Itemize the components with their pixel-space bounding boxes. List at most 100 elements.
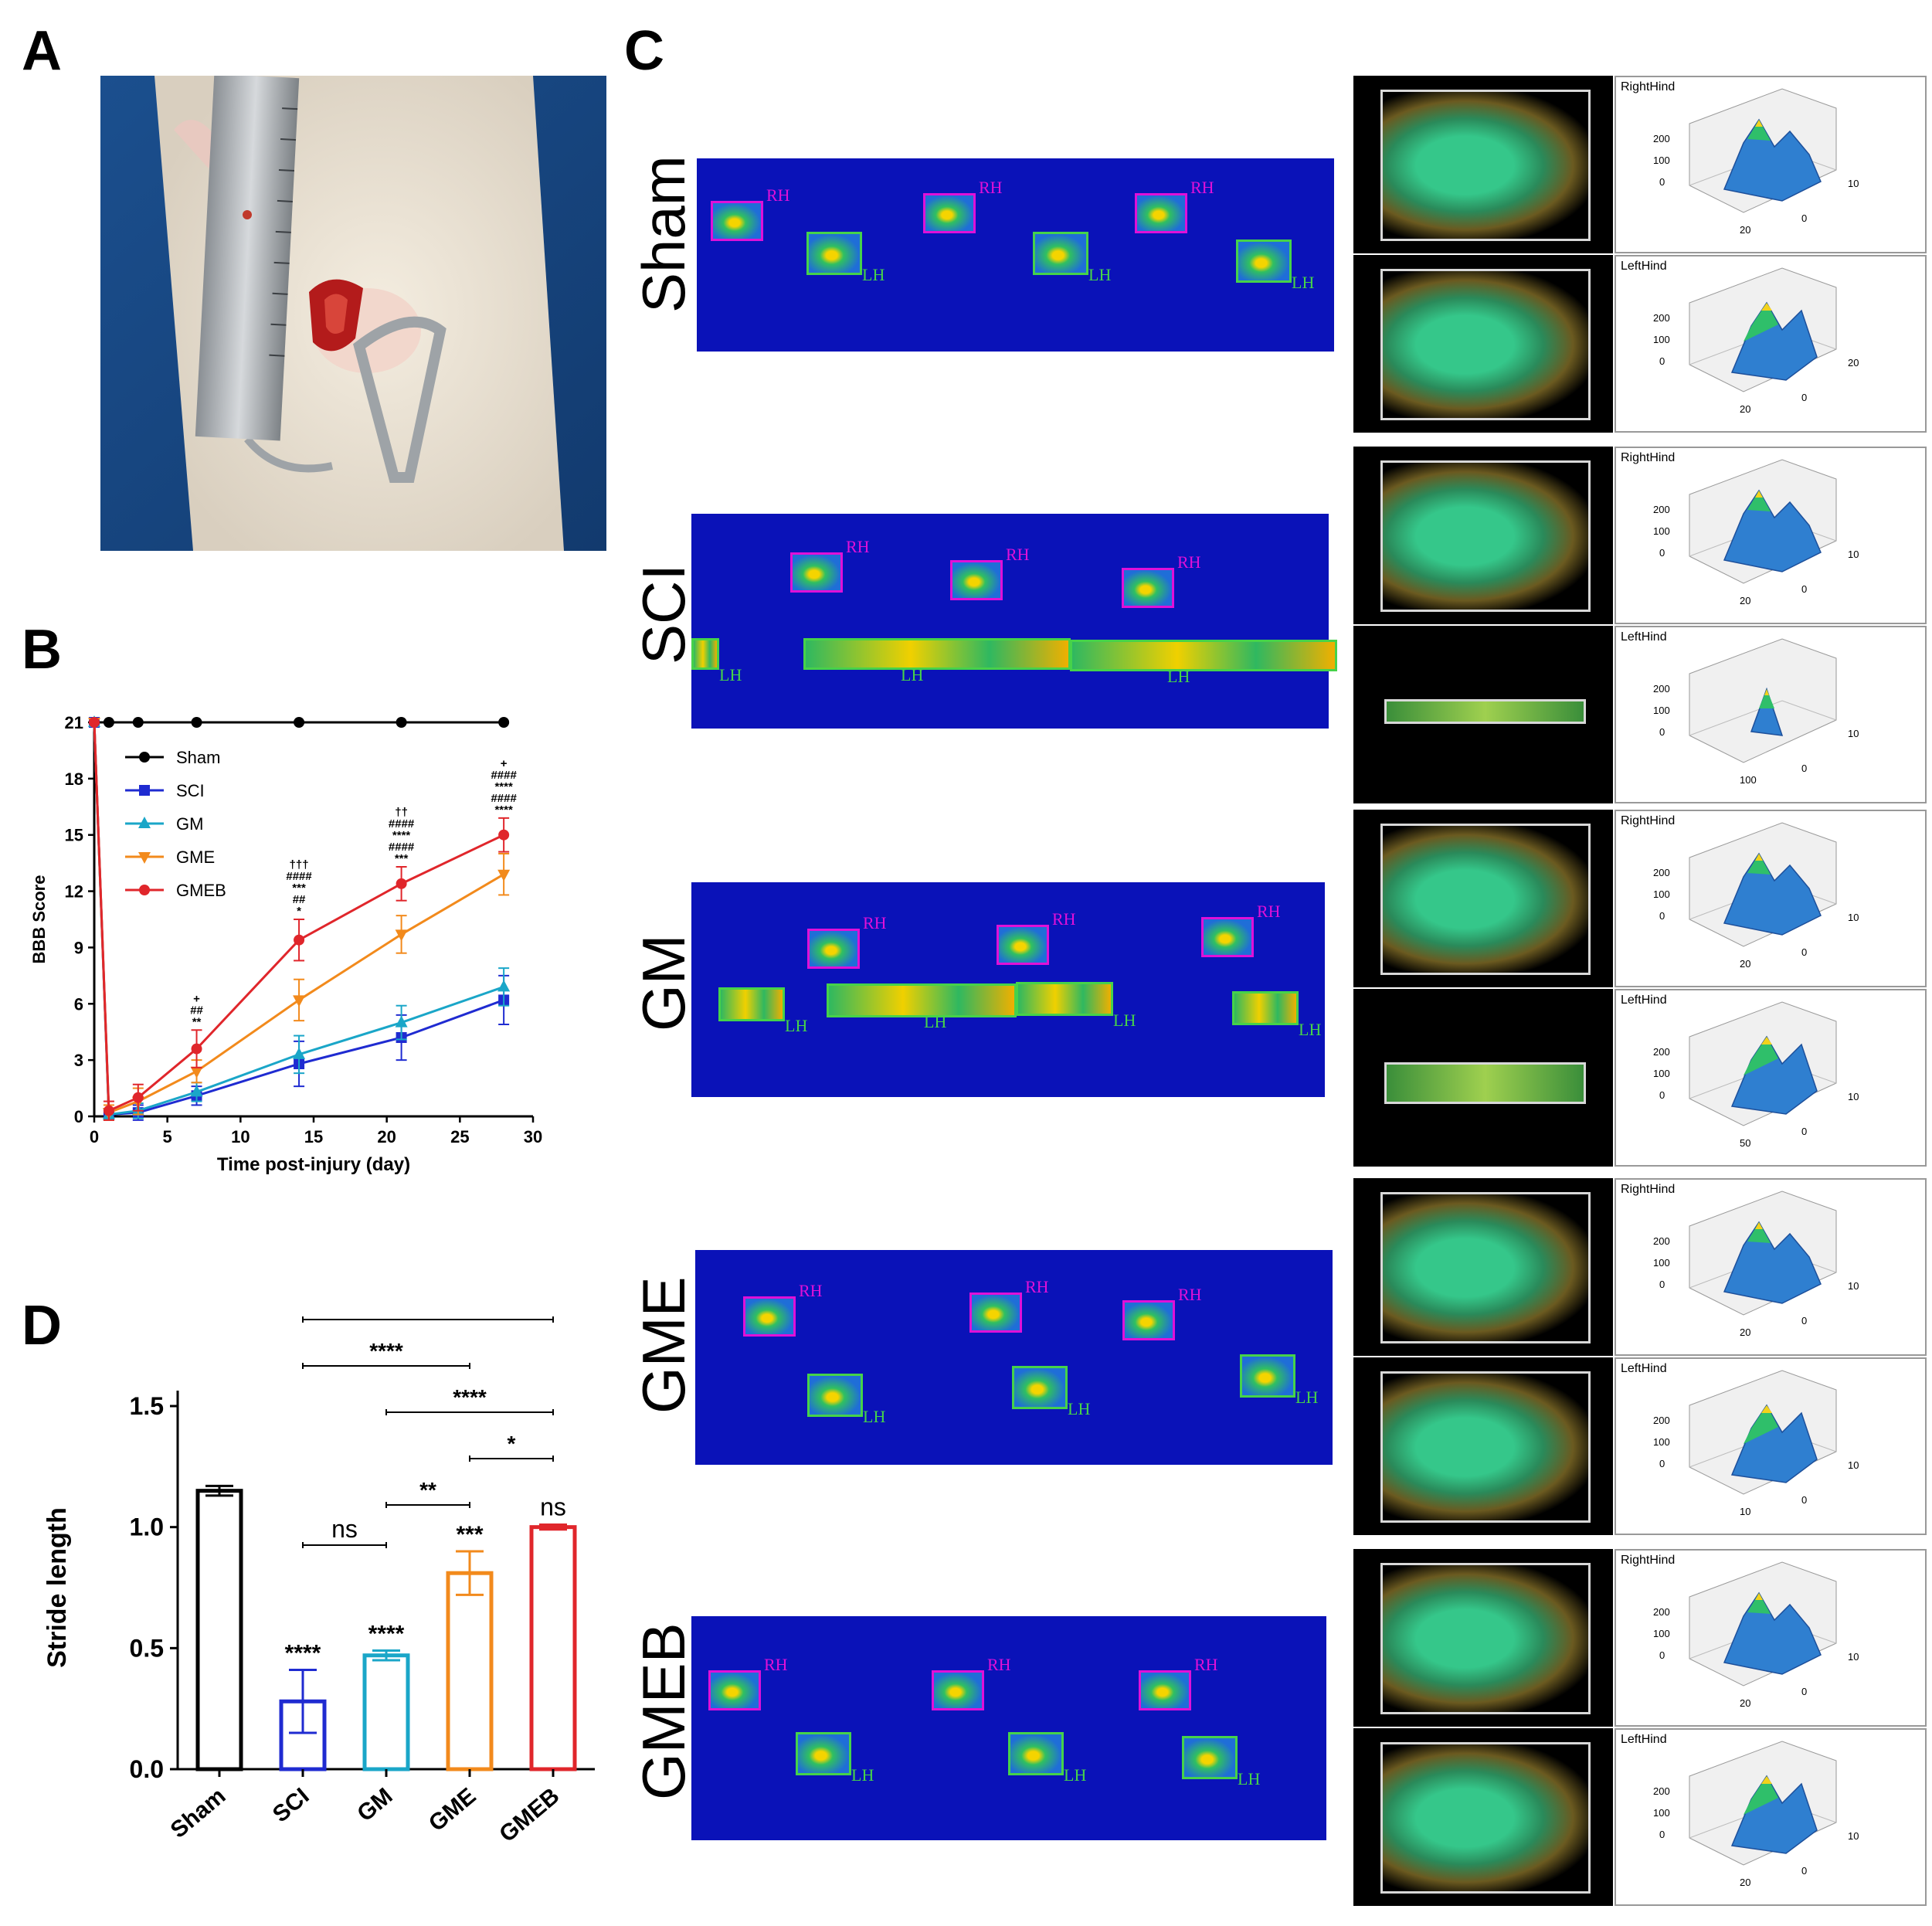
footprint-strip-gm: RH RH RH LH LH LH LH xyxy=(691,882,1325,1097)
right-hind-label: RightHind xyxy=(1621,451,1676,464)
series-sham xyxy=(89,717,510,728)
surface-plot-drawing xyxy=(1689,1741,1837,1866)
lh-footprint-box xyxy=(1182,1736,1238,1779)
lh-footprint-box xyxy=(1008,1732,1064,1775)
surface-peaks xyxy=(1723,118,1822,202)
paw-roi-box xyxy=(1380,90,1591,241)
rh-label: RH xyxy=(979,178,1003,197)
rh-label: RH xyxy=(1052,909,1076,929)
bbb-score-chart: 0 3 6 9 12 15 18 21 0 5 10 15 20 25 30 Time post-injury… xyxy=(29,713,542,1175)
data-point-gmeb xyxy=(89,717,100,728)
surface-peak-top xyxy=(1764,689,1769,695)
rh-footprint-box xyxy=(708,1670,761,1710)
surface-peak-mid xyxy=(1747,854,1771,875)
lh-label: LH xyxy=(1292,273,1315,292)
surface-peak-mid xyxy=(1744,1776,1778,1815)
rh-label: RH xyxy=(1025,1277,1049,1296)
z-tick-label: 0 xyxy=(1659,1279,1665,1290)
left-hind-label: LeftHind xyxy=(1621,1733,1667,1746)
lh-footprint-box xyxy=(691,637,719,670)
surface-peak-mid xyxy=(1747,120,1771,141)
axis-tick-label: 10 xyxy=(1848,1280,1859,1292)
z-tick-label: 0 xyxy=(1659,910,1665,922)
data-point-gm xyxy=(395,1015,408,1028)
y-tick-label: 0.5 xyxy=(130,1634,164,1662)
x-tick-label: GMEB xyxy=(494,1783,564,1847)
paw-roi-box xyxy=(1384,1062,1586,1104)
data-point-sham xyxy=(191,717,202,728)
axis-tick-label: 50 xyxy=(1740,1137,1751,1149)
panel-label-c: C xyxy=(624,20,664,82)
z-tick-label: 100 xyxy=(1653,1628,1670,1639)
lh-label: LH xyxy=(1238,1769,1261,1788)
significance-mark: ## xyxy=(190,1004,203,1017)
group-label-sci: SCI xyxy=(630,563,698,664)
y-tick-label: 6 xyxy=(74,994,83,1014)
surface-peak-top xyxy=(1761,303,1772,311)
significance-mark: *** xyxy=(292,881,306,895)
axis-tick-label: 20 xyxy=(1740,595,1751,606)
lh-footprint-box xyxy=(1232,991,1299,1025)
data-point-gm xyxy=(497,980,511,992)
pressure-surface-gmeb-right-hind: RightHind 200 100 0 20 10 0 xyxy=(1615,1549,1927,1727)
surface-peak-top xyxy=(1755,491,1763,498)
surface-peaks xyxy=(1730,1404,1818,1483)
lh-label: LH xyxy=(851,1765,874,1785)
pressure-surface-sham-left-hind: LeftHind 200 100 0 20 20 0 xyxy=(1615,255,1927,433)
surface-peaks xyxy=(1730,301,1818,381)
y-tick-label: 1.0 xyxy=(130,1513,164,1541)
axis-tick-label: 0 xyxy=(1801,763,1808,774)
y-tick-label: 0 xyxy=(74,1107,83,1126)
y-axis-label: Stride length xyxy=(42,1507,72,1668)
legend-label-sham: Sham xyxy=(176,748,220,767)
surface-plot-drawing xyxy=(1689,459,1837,584)
data-point-sham xyxy=(396,717,407,728)
bar-significance: **** xyxy=(285,1641,321,1666)
rh-footprint-box xyxy=(807,929,860,969)
group-label-gme: GME xyxy=(630,1276,698,1414)
data-point-gme xyxy=(395,929,408,942)
data-point-gm xyxy=(293,1047,306,1059)
z-tick-label: 0 xyxy=(1659,1649,1665,1661)
x-axis-label: Time post-injury (day) xyxy=(217,1154,410,1175)
lh-label: LH xyxy=(862,265,885,284)
surface-peak-mid xyxy=(1747,1222,1771,1243)
z-tick-label: 200 xyxy=(1653,1415,1670,1426)
surface-plot-drawing xyxy=(1689,1370,1837,1495)
surgical-photo-drawing xyxy=(100,73,606,551)
axis-tick-label: 20 xyxy=(1740,224,1751,236)
group-label-sham: Sham xyxy=(630,155,698,313)
significance-mark: **** xyxy=(494,780,513,793)
lh-footprint-box xyxy=(1070,639,1337,671)
legend-marker-gmeb xyxy=(139,885,150,895)
y-tick-label: 0.0 xyxy=(130,1755,164,1783)
bar-sham xyxy=(195,1489,243,1771)
z-tick-label: 200 xyxy=(1653,1235,1670,1247)
lh-footprint-box xyxy=(827,983,1017,1017)
significance-mark: * xyxy=(297,905,301,918)
z-tick-label: 200 xyxy=(1653,1785,1670,1797)
surface-peak-mid xyxy=(1744,303,1778,341)
paw-zoom-gm-right-hind xyxy=(1353,810,1613,987)
rh-footprint-box xyxy=(1122,1300,1175,1340)
surface-plot-drawing xyxy=(1689,1561,1837,1687)
z-tick-label: 100 xyxy=(1653,1436,1670,1448)
rh-footprint-box xyxy=(1139,1670,1191,1710)
x-tick-label: GM xyxy=(352,1783,397,1826)
left-hind-label: LeftHind xyxy=(1621,260,1667,273)
lh-footprint-box xyxy=(1033,232,1088,275)
data-point-gmeb xyxy=(132,1092,144,1103)
rh-footprint-box xyxy=(932,1670,984,1710)
comparison-label: **** xyxy=(453,1385,487,1409)
rh-label: RH xyxy=(764,1655,788,1674)
rh-label: RH xyxy=(766,185,790,205)
lh-label: LH xyxy=(1295,1388,1319,1407)
pressure-surface-sci-left-hind: LeftHind 200 100 0 100 10 0 xyxy=(1615,626,1927,803)
pressure-surface-sham-right-hind: RightHind 200 100 0 20 10 0 xyxy=(1615,76,1927,253)
z-tick-label: 200 xyxy=(1653,504,1670,515)
pressure-surface-sci-right-hind: RightHind 200 100 0 20 10 0 xyxy=(1615,447,1927,624)
panel-label-b: B xyxy=(22,619,62,681)
rh-footprint-box xyxy=(997,925,1049,965)
x-tick-label: 15 xyxy=(304,1127,323,1146)
legend-marker-sham xyxy=(139,752,150,763)
